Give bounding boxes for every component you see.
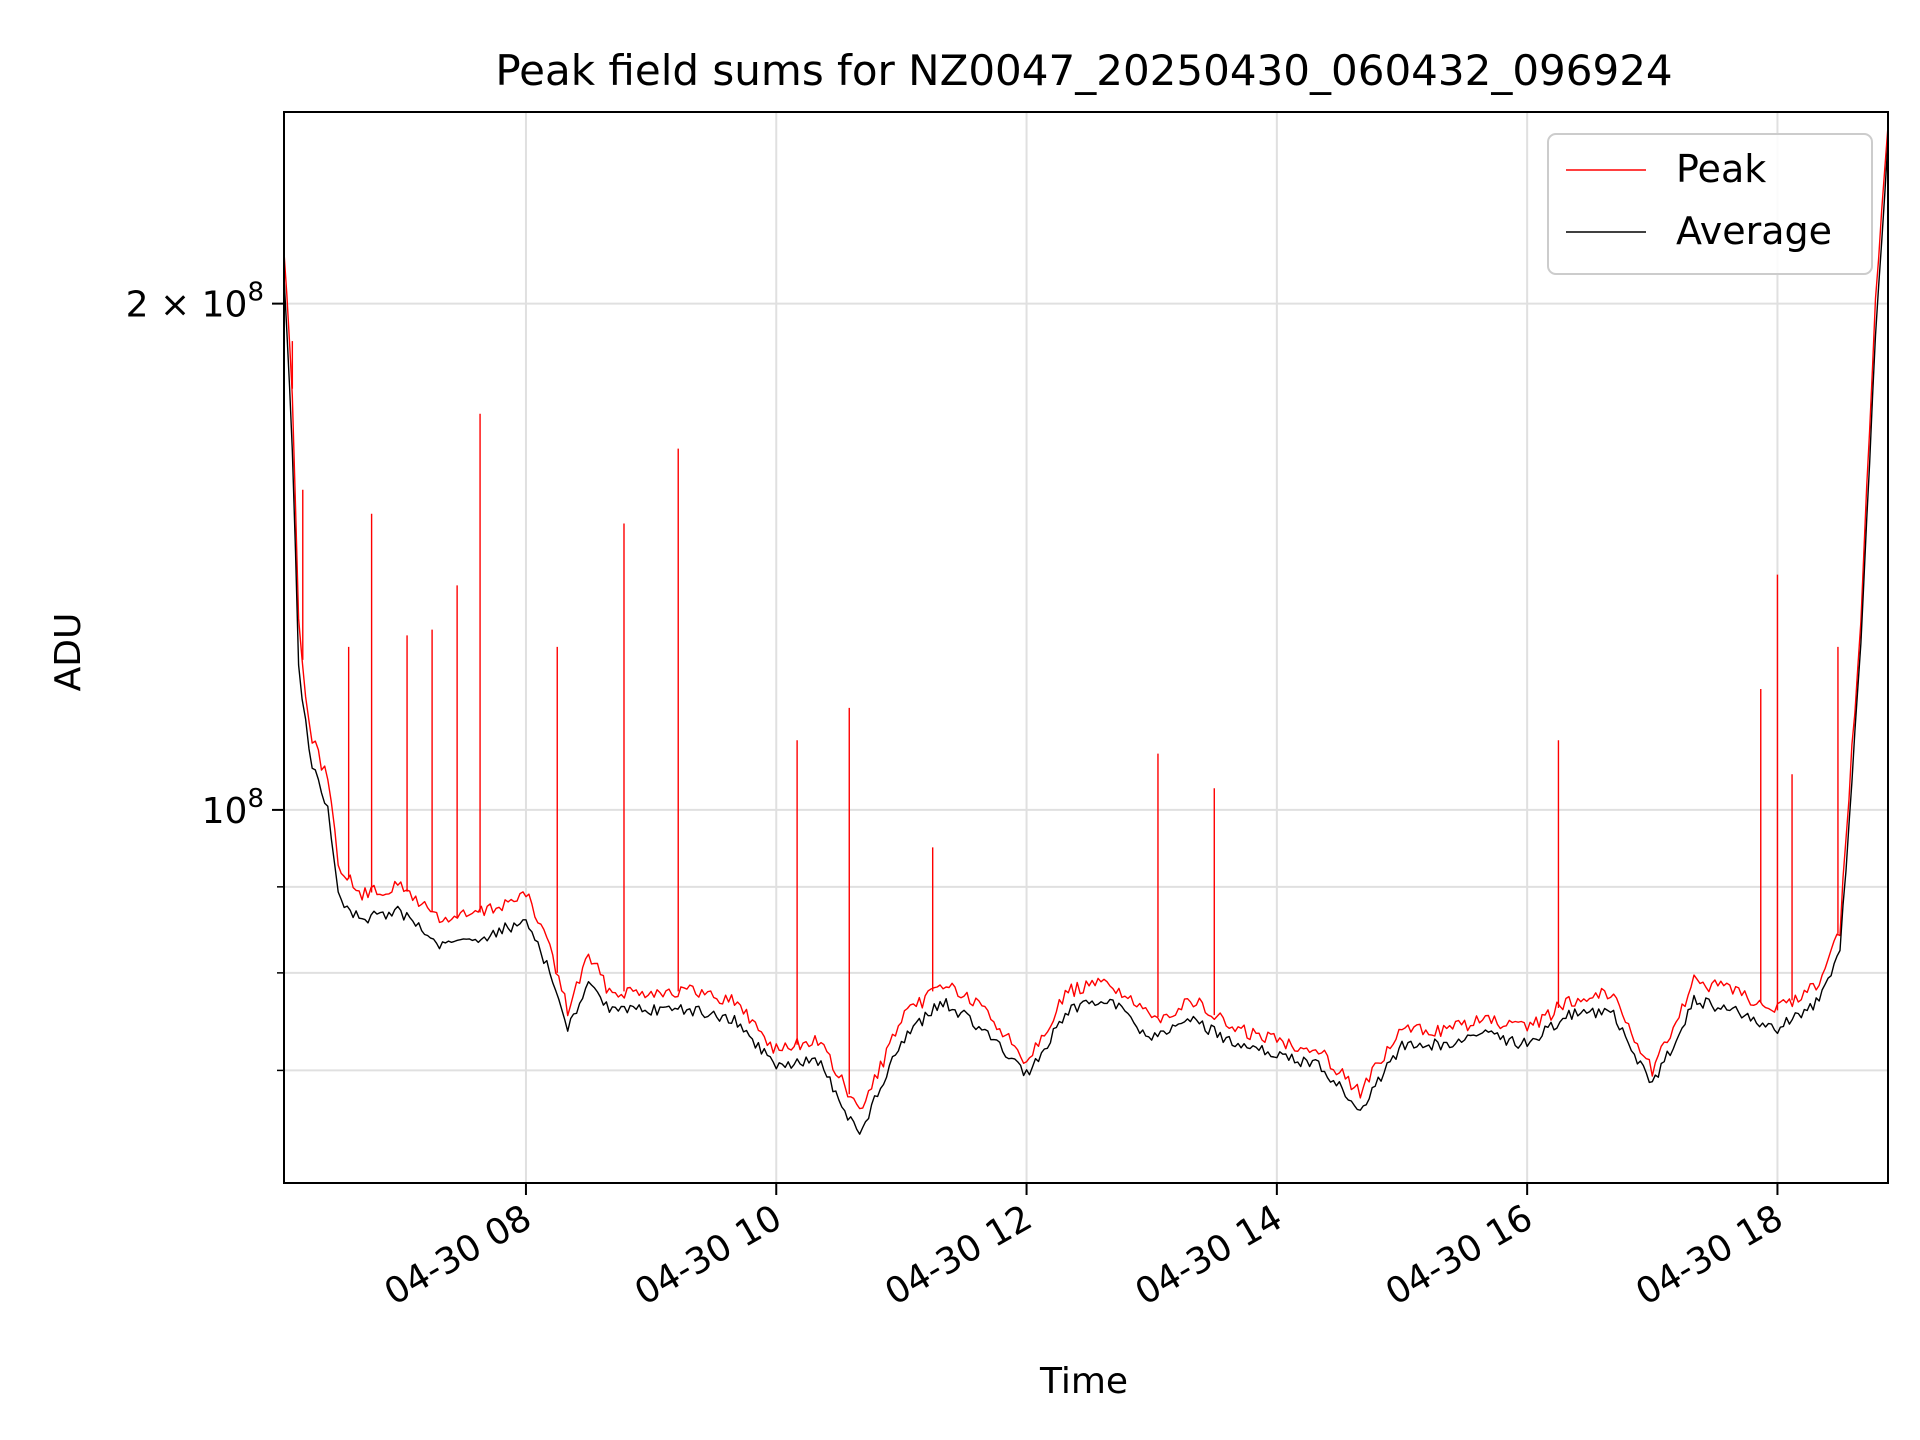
grid	[284, 112, 1888, 1183]
y-tick-label: 108	[202, 784, 264, 832]
legend-peak-label: Peak	[1676, 147, 1766, 191]
plot-frame	[283, 111, 1889, 1184]
series-average-line	[284, 140, 1888, 1135]
legend-average-label: Average	[1676, 209, 1832, 253]
y-axis-label: ADU	[48, 613, 89, 692]
legend: Peak Average	[1547, 133, 1873, 275]
series-peak-line	[284, 126, 1888, 1110]
y-tick-label: 2 × 108	[126, 278, 264, 326]
series-layer	[284, 126, 1888, 1135]
legend-box	[1547, 133, 1873, 275]
chart-title: Peak field sums for NZ0047_20250430_0604…	[495, 46, 1672, 95]
x-axis-label: Time	[1039, 1361, 1128, 1402]
